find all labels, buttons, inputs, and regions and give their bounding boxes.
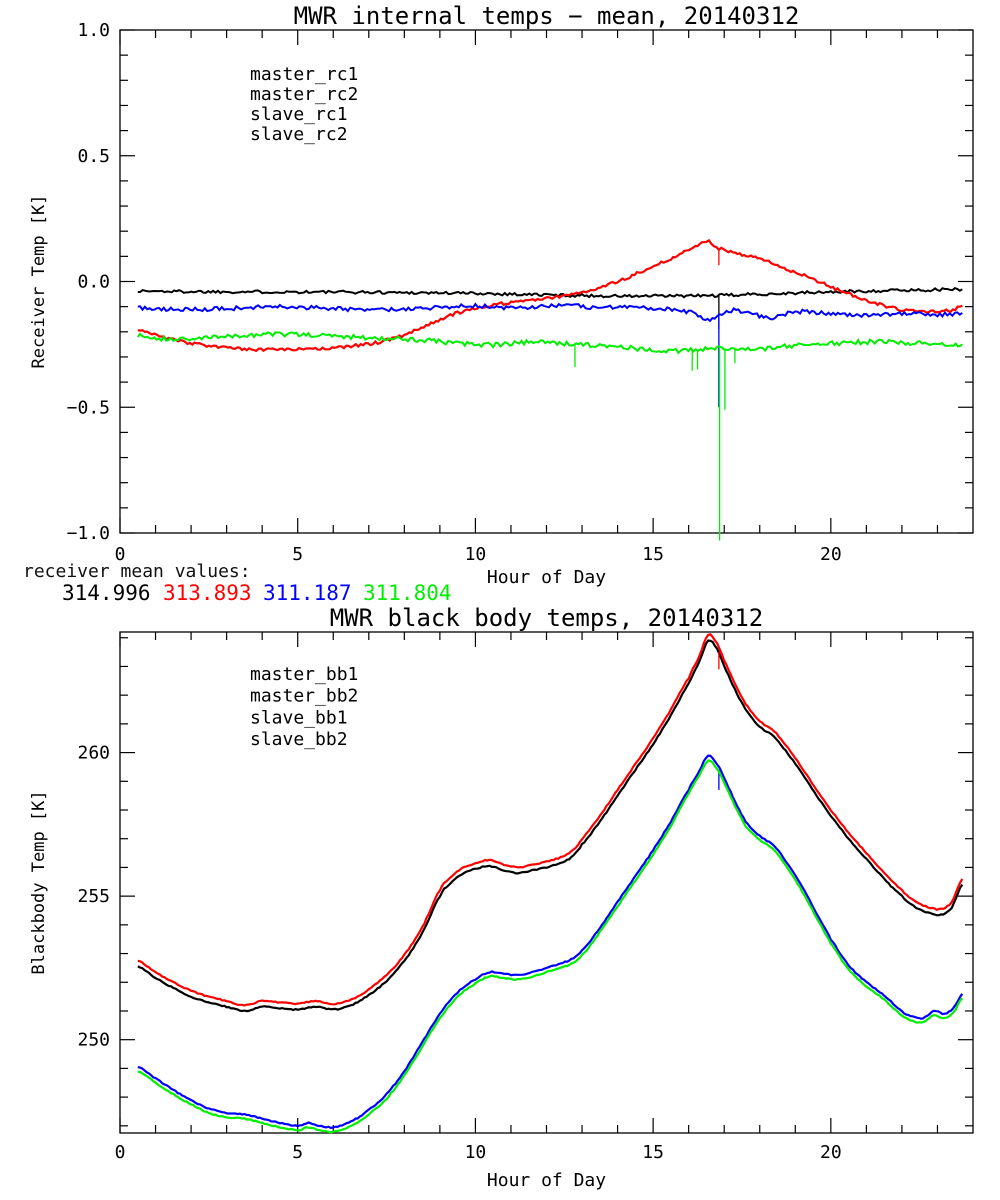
series-line-slave_bb1 (137, 754, 964, 1130)
mean-value-slave-rc1: 311.187 (263, 581, 352, 605)
chart-title: MWR internal temps − mean, 20140312 (294, 2, 800, 30)
y-tick-label: 260 (77, 743, 110, 764)
y-tick-label: 0.0 (77, 272, 110, 293)
legend-label-slave_rc2: slave_rc2 (250, 124, 348, 145)
y-tick-label: 0.5 (77, 146, 110, 167)
legend-label-master_bb1: master_bb1 (250, 664, 358, 685)
x-tick-label: 20 (820, 544, 842, 565)
legend-label-slave_bb1: slave_bb1 (250, 707, 348, 728)
series-line-master_bb2 (137, 633, 964, 1007)
series-line-slave_rc2 (136, 331, 963, 355)
x-tick-label: 10 (465, 544, 487, 565)
x-tick-label: 0 (115, 544, 126, 565)
legend-label-master_rc1: master_rc1 (250, 64, 358, 85)
y-tick-label: 250 (77, 1030, 110, 1051)
legend-label-slave_bb2: slave_bb2 (250, 729, 348, 750)
x-axis-label: Hour of Day (487, 1170, 606, 1191)
series-line-slave_bb2 (137, 759, 964, 1134)
legend-label-master_rc2: master_rc2 (250, 84, 358, 105)
x-tick-label: 5 (292, 1142, 303, 1163)
y-tick-label: 1.0 (77, 20, 110, 41)
x-tick-label: 15 (642, 1142, 664, 1163)
chart-title: MWR black body temps, 20140312 (330, 604, 763, 632)
y-axis-label: Receiver Temp [K] (29, 195, 49, 369)
mean-value-master-rc2: 313.893 (163, 581, 252, 605)
legend-label-master_bb2: master_bb2 (250, 686, 358, 707)
x-axis-label: Hour of Day (487, 567, 606, 588)
y-axis-label: Blackbody Temp [K] (29, 790, 49, 974)
mean-value-slave-rc2: 311.804 (363, 581, 452, 605)
x-tick-label: 15 (642, 544, 664, 565)
x-tick-label: 10 (465, 1142, 487, 1163)
x-tick-label: 5 (292, 544, 303, 565)
series-line-slave_rc1 (137, 302, 963, 323)
axis-box (119, 631, 974, 1134)
mean-value-master-rc1: 314.996 (62, 581, 151, 605)
series-line-master_rc1 (137, 286, 963, 299)
receiver-mean-values-label: receiver mean values: (23, 561, 251, 582)
y-tick-label: 255 (77, 886, 110, 907)
y-tick-label: −1.0 (67, 523, 110, 544)
x-tick-label: 20 (820, 1142, 842, 1163)
series-line-master_bb1 (137, 639, 964, 1013)
axis-box (119, 29, 974, 534)
y-tick-label: −0.5 (67, 397, 110, 418)
legend-label-slave_rc1: slave_rc1 (250, 104, 348, 125)
series-line-master_rc2 (137, 238, 963, 353)
x-tick-label: 0 (115, 1142, 126, 1163)
